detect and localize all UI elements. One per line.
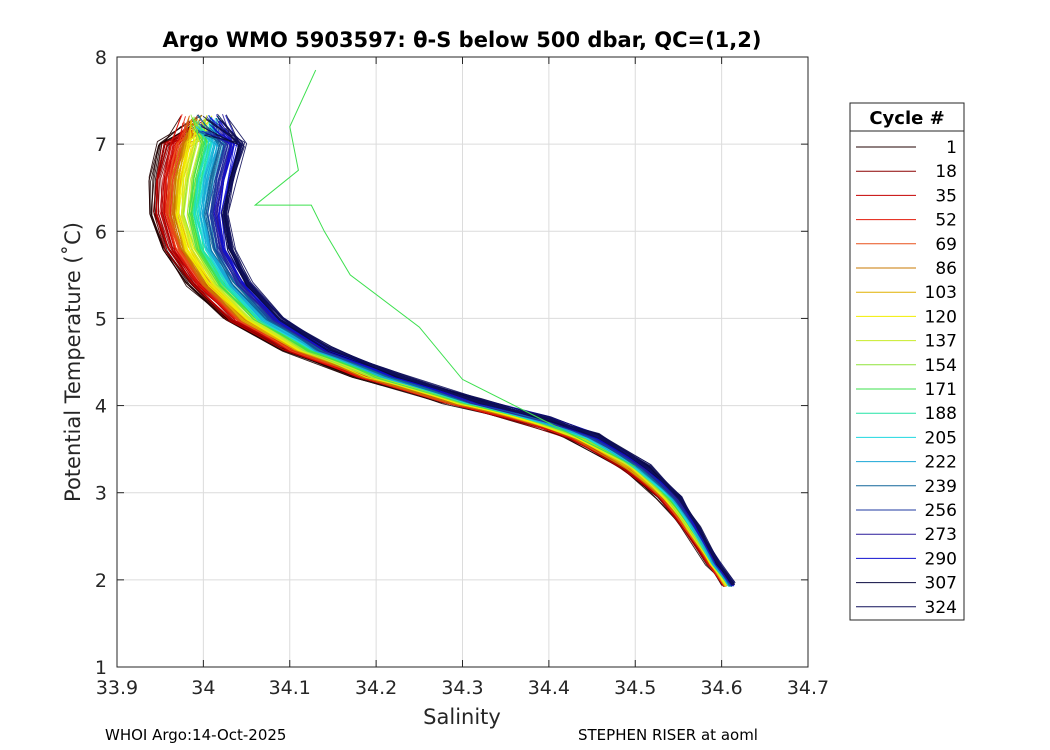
legend-label: 188 bbox=[925, 404, 957, 424]
legend-label: 1 bbox=[946, 138, 957, 158]
profile-line bbox=[182, 116, 730, 585]
profile-line bbox=[217, 117, 734, 585]
y-tick-label: 5 bbox=[95, 308, 107, 330]
legend-label: 103 bbox=[925, 283, 957, 303]
legend-label: 69 bbox=[935, 235, 957, 255]
y-tick-label: 6 bbox=[95, 221, 107, 243]
x-tick-label: 34.4 bbox=[528, 677, 570, 699]
chart-title: Argo WMO 5903597: θ-S below 500 dbar, QC… bbox=[163, 28, 762, 52]
legend-label: 35 bbox=[935, 186, 957, 206]
y-tick-label: 1 bbox=[95, 657, 107, 679]
legend-label: 239 bbox=[925, 477, 957, 497]
legend-entries: 1 18 35 52 69 86 103 120 137 154 171 188 205 222 239 25… bbox=[856, 138, 957, 618]
x-tick-label: 34 bbox=[191, 677, 215, 699]
y-tick-label: 3 bbox=[95, 483, 107, 505]
legend-label: 273 bbox=[925, 525, 957, 545]
legend-label: 86 bbox=[935, 259, 957, 279]
legend-label: 324 bbox=[925, 598, 957, 618]
legend-label: 205 bbox=[925, 428, 957, 448]
profile-line bbox=[217, 116, 733, 584]
y-tick-label: 2 bbox=[95, 570, 107, 592]
legend-title: Cycle # bbox=[869, 108, 944, 129]
legend-label: 307 bbox=[925, 574, 957, 594]
legend-label: 256 bbox=[925, 501, 957, 521]
x-tick-label: 34.7 bbox=[787, 677, 829, 699]
legend-label: 171 bbox=[925, 380, 957, 400]
y-axis-label: Potential Temperature (˚C) bbox=[61, 222, 85, 502]
x-tick-label: 34.2 bbox=[355, 677, 397, 699]
y-tick-label: 4 bbox=[95, 396, 107, 418]
legend-label: 120 bbox=[925, 307, 957, 327]
anomaly-profile-line bbox=[253, 69, 636, 468]
legend: Cycle # 1 18 35 52 69 86 103 120 137 154 171 188 205… bbox=[849, 102, 965, 621]
x-tick-label: 34.5 bbox=[614, 677, 656, 699]
legend-label: 18 bbox=[935, 162, 957, 182]
x-tick-label: 34.3 bbox=[441, 677, 483, 699]
y-tick-label: 7 bbox=[95, 134, 107, 156]
y-axis-ticks: 1 2 3 4 5 6 7 8 bbox=[95, 47, 808, 679]
x-axis-ticks: 33.9 34 34.1 34.2 34.3 34.4 34.5 34.6 34.7 bbox=[96, 57, 829, 699]
legend-label: 137 bbox=[925, 332, 957, 352]
footer-right: STEPHEN RISER at aoml bbox=[578, 726, 758, 744]
x-tick-label: 34.6 bbox=[700, 677, 742, 699]
y-tick-label: 8 bbox=[95, 47, 107, 69]
profile-line bbox=[182, 128, 730, 587]
footer-left: WHOI Argo:14-Oct-2025 bbox=[105, 726, 287, 744]
x-axis-label: Salinity bbox=[423, 705, 501, 729]
legend-label: 222 bbox=[925, 453, 957, 473]
x-tick-label: 34.1 bbox=[269, 677, 311, 699]
legend-label: 154 bbox=[925, 356, 957, 376]
legend-label: 290 bbox=[925, 549, 957, 569]
x-tick-label: 33.9 bbox=[96, 677, 138, 699]
profile-lines bbox=[148, 69, 736, 588]
legend-label: 52 bbox=[935, 211, 957, 231]
